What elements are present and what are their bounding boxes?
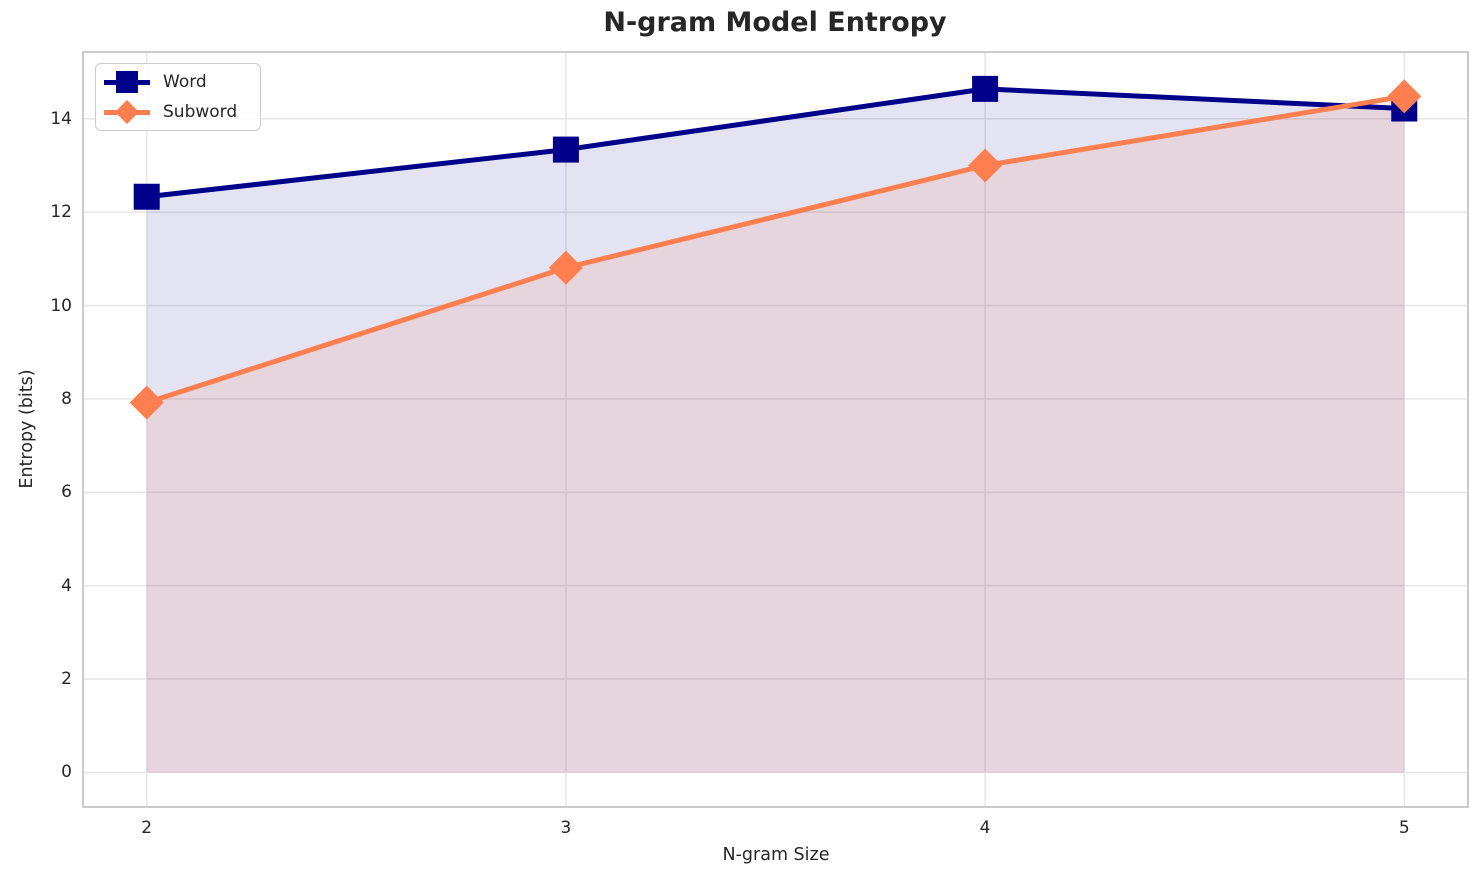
x-tick-label: 4 bbox=[979, 818, 991, 838]
word-square-marker-icon bbox=[116, 71, 138, 93]
word-data-point-marker bbox=[552, 136, 579, 163]
subword-legend-sample bbox=[104, 97, 150, 127]
y-tick-label: 10 bbox=[50, 295, 72, 316]
word-legend-sample bbox=[104, 67, 150, 97]
subword-line bbox=[144, 93, 1407, 406]
legend-label-word: Word bbox=[163, 72, 207, 92]
subword-data-point-marker bbox=[548, 250, 583, 285]
word-area-fill bbox=[146, 88, 1405, 773]
y-tick-label: 4 bbox=[61, 575, 72, 596]
subword-data-point-marker bbox=[1387, 79, 1422, 114]
legend-item-word: Word bbox=[104, 67, 250, 97]
y-tick-label: 2 bbox=[61, 669, 72, 690]
word-data-point-marker bbox=[133, 183, 160, 210]
y-tick-label: 12 bbox=[50, 202, 72, 223]
subword-data-point-marker bbox=[129, 385, 164, 420]
subword-area-fill bbox=[146, 96, 1405, 773]
y-tick-label: 0 bbox=[61, 762, 72, 783]
y-tick-label: 14 bbox=[50, 108, 72, 129]
y-tick-label: 6 bbox=[61, 482, 72, 503]
word-line bbox=[144, 86, 1407, 200]
x-tick-label: 3 bbox=[560, 818, 572, 838]
plot-border bbox=[82, 51, 1469, 808]
legend-item-subword: Subword bbox=[104, 97, 250, 127]
x-tick-label: 5 bbox=[1398, 818, 1410, 838]
y-axis-label: Entropy (bits) bbox=[17, 369, 37, 489]
word-data-point-marker bbox=[972, 75, 999, 102]
legend-label-subword: Subword bbox=[163, 102, 238, 122]
subword-data-point-marker bbox=[968, 148, 1003, 183]
x-axis-label: N-gram Size bbox=[722, 845, 830, 865]
y-tick-label: 8 bbox=[61, 388, 72, 409]
chart-title: N-gram Model Entropy bbox=[603, 7, 947, 38]
x-tick-label: 2 bbox=[141, 818, 153, 838]
subword-diamond-marker-icon bbox=[114, 99, 140, 125]
legend: Word Subword bbox=[95, 63, 261, 131]
